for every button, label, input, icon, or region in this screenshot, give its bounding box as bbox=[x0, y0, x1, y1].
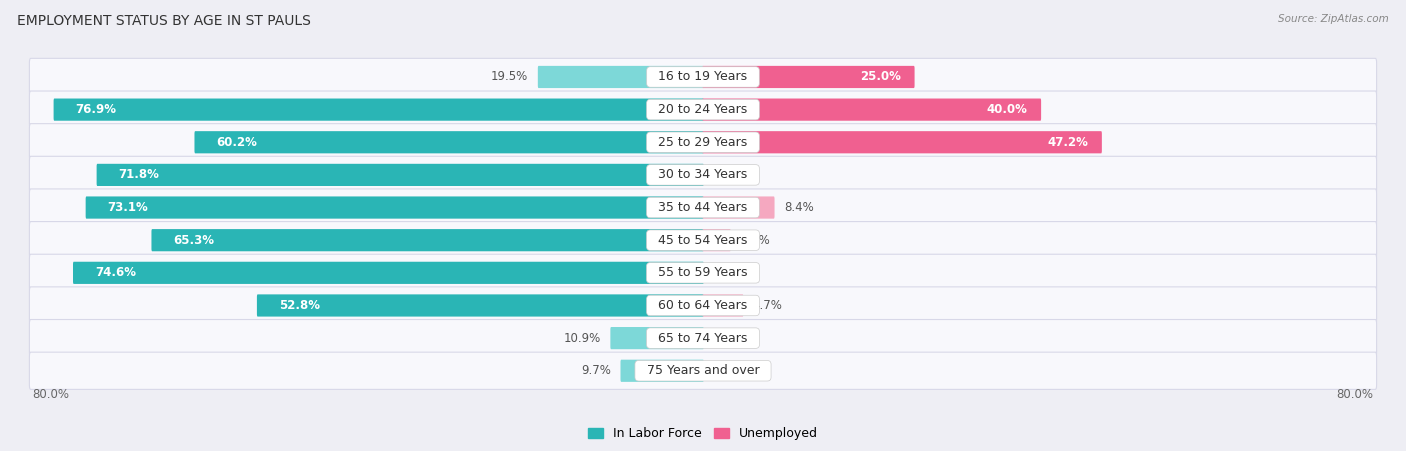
Text: 47.2%: 47.2% bbox=[1047, 136, 1088, 149]
FancyBboxPatch shape bbox=[538, 66, 703, 88]
FancyBboxPatch shape bbox=[30, 91, 1376, 128]
Text: 65 to 74 Years: 65 to 74 Years bbox=[651, 331, 755, 345]
Legend: In Labor Force, Unemployed: In Labor Force, Unemployed bbox=[583, 423, 823, 446]
FancyBboxPatch shape bbox=[194, 131, 703, 153]
Text: 0.0%: 0.0% bbox=[724, 168, 754, 181]
Text: 60.2%: 60.2% bbox=[217, 136, 257, 149]
Text: 74.6%: 74.6% bbox=[94, 267, 136, 279]
Text: 0.0%: 0.0% bbox=[724, 364, 754, 377]
Text: 40.0%: 40.0% bbox=[987, 103, 1028, 116]
FancyBboxPatch shape bbox=[30, 124, 1376, 161]
Text: 25 to 29 Years: 25 to 29 Years bbox=[651, 136, 755, 149]
Text: 52.8%: 52.8% bbox=[278, 299, 319, 312]
FancyBboxPatch shape bbox=[30, 189, 1376, 226]
Text: 80.0%: 80.0% bbox=[1337, 388, 1374, 401]
FancyBboxPatch shape bbox=[30, 58, 1376, 96]
Text: 60 to 64 Years: 60 to 64 Years bbox=[651, 299, 755, 312]
FancyBboxPatch shape bbox=[30, 254, 1376, 291]
Text: 0.0%: 0.0% bbox=[724, 331, 754, 345]
Text: 55 to 59 Years: 55 to 59 Years bbox=[650, 267, 756, 279]
FancyBboxPatch shape bbox=[703, 229, 731, 251]
FancyBboxPatch shape bbox=[30, 319, 1376, 357]
FancyBboxPatch shape bbox=[257, 295, 703, 317]
Text: 4.7%: 4.7% bbox=[752, 299, 783, 312]
Text: Source: ZipAtlas.com: Source: ZipAtlas.com bbox=[1278, 14, 1389, 23]
FancyBboxPatch shape bbox=[53, 98, 703, 121]
Text: 80.0%: 80.0% bbox=[32, 388, 69, 401]
Text: 76.9%: 76.9% bbox=[76, 103, 117, 116]
Text: 20 to 24 Years: 20 to 24 Years bbox=[651, 103, 755, 116]
Text: 16 to 19 Years: 16 to 19 Years bbox=[651, 70, 755, 83]
FancyBboxPatch shape bbox=[30, 352, 1376, 389]
Text: 45 to 54 Years: 45 to 54 Years bbox=[651, 234, 755, 247]
Text: 73.1%: 73.1% bbox=[107, 201, 148, 214]
FancyBboxPatch shape bbox=[73, 262, 703, 284]
Text: 71.8%: 71.8% bbox=[118, 168, 159, 181]
FancyBboxPatch shape bbox=[703, 66, 914, 88]
FancyBboxPatch shape bbox=[152, 229, 703, 251]
Text: 10.9%: 10.9% bbox=[564, 331, 600, 345]
FancyBboxPatch shape bbox=[610, 327, 703, 349]
FancyBboxPatch shape bbox=[30, 287, 1376, 324]
FancyBboxPatch shape bbox=[86, 197, 703, 219]
Text: 9.7%: 9.7% bbox=[581, 364, 612, 377]
Text: 0.0%: 0.0% bbox=[724, 267, 754, 279]
FancyBboxPatch shape bbox=[30, 156, 1376, 193]
FancyBboxPatch shape bbox=[703, 131, 1102, 153]
Text: 19.5%: 19.5% bbox=[491, 70, 529, 83]
Text: 75 Years and over: 75 Years and over bbox=[638, 364, 768, 377]
FancyBboxPatch shape bbox=[703, 98, 1040, 121]
Text: 30 to 34 Years: 30 to 34 Years bbox=[651, 168, 755, 181]
FancyBboxPatch shape bbox=[97, 164, 703, 186]
FancyBboxPatch shape bbox=[620, 359, 703, 382]
Text: 65.3%: 65.3% bbox=[173, 234, 214, 247]
Text: 3.2%: 3.2% bbox=[740, 234, 770, 247]
Text: 8.4%: 8.4% bbox=[785, 201, 814, 214]
Text: 25.0%: 25.0% bbox=[860, 70, 901, 83]
FancyBboxPatch shape bbox=[703, 197, 775, 219]
FancyBboxPatch shape bbox=[703, 295, 744, 317]
FancyBboxPatch shape bbox=[30, 221, 1376, 259]
Text: 35 to 44 Years: 35 to 44 Years bbox=[651, 201, 755, 214]
Text: EMPLOYMENT STATUS BY AGE IN ST PAULS: EMPLOYMENT STATUS BY AGE IN ST PAULS bbox=[17, 14, 311, 28]
